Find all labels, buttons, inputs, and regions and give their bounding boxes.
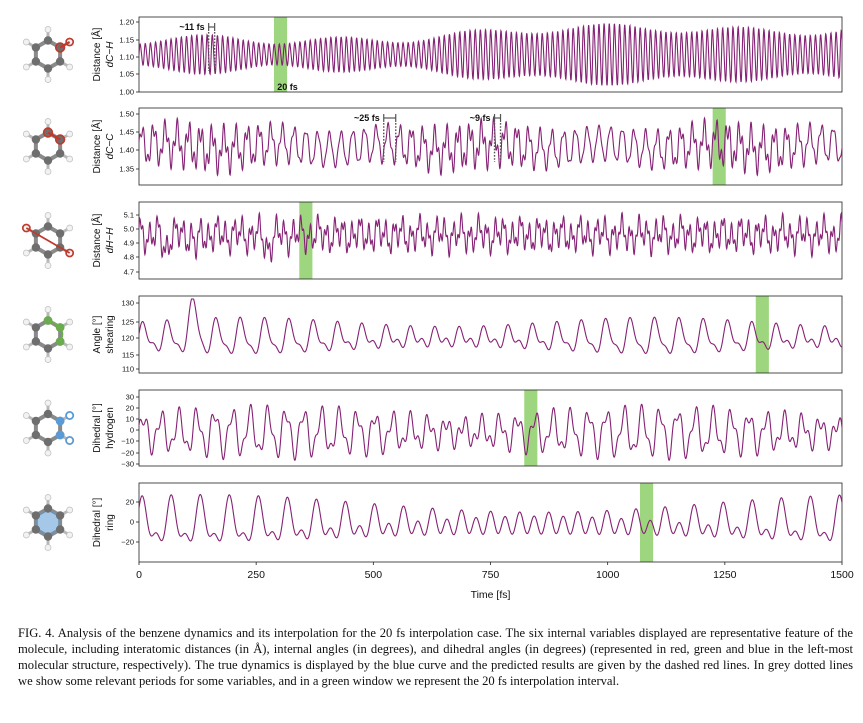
y-tick-label: 5.1 bbox=[124, 211, 134, 220]
y-axis-label: Distance [Å] bbox=[90, 27, 103, 81]
y-tick-label: 0 bbox=[130, 426, 134, 435]
panel-dch: 1.20 1.15 1.10 1.05 1.00 Distance [Å] dC−H ~11 … bbox=[90, 16, 843, 97]
interpolation-window bbox=[299, 202, 313, 279]
y-tick-label: 5.0 bbox=[124, 225, 134, 234]
panel-frame bbox=[138, 201, 843, 280]
y-tick-label: 1.05 bbox=[119, 70, 134, 79]
y-tick-label: 1.40 bbox=[119, 146, 134, 155]
y-tick-label: −20 bbox=[121, 538, 134, 547]
y-tick-label: 1.45 bbox=[119, 128, 134, 137]
y-tick-label: 1.35 bbox=[119, 165, 134, 174]
x-axis-label: Time [fs] bbox=[471, 589, 511, 601]
panel-frame bbox=[138, 389, 843, 467]
y-tick-label: −20 bbox=[121, 449, 134, 458]
dihedral-h-icon bbox=[22, 399, 75, 457]
window-width-label: 20 fs bbox=[277, 82, 298, 92]
x-tick-label: 1250 bbox=[713, 569, 737, 581]
y-tick-label: 20 bbox=[126, 404, 134, 413]
prediction-curve bbox=[138, 116, 843, 176]
ch-bond-icon bbox=[22, 26, 75, 83]
y-tick-label: 110 bbox=[122, 365, 134, 374]
prediction-curve bbox=[138, 23, 843, 86]
y-axis-label: Dihedral [°] bbox=[92, 403, 103, 453]
variable-label: shearing bbox=[105, 315, 116, 353]
prediction-curve bbox=[138, 494, 843, 542]
x-tick-label: 1500 bbox=[830, 569, 854, 581]
panel-frame bbox=[138, 482, 843, 563]
y-tick-label: −30 bbox=[121, 460, 134, 469]
figure-caption: FIG. 4. Analysis of the benzene dynamics… bbox=[18, 626, 853, 689]
panel-dihh: 30 20 10 0 −10 −20 −30 Dihedral [°] hydrogen bbox=[92, 389, 843, 469]
dynamics-curve bbox=[138, 115, 843, 177]
time-axis: 0 250 500 750 1000 1250 1500 Time [fs] bbox=[136, 562, 854, 601]
x-tick-label: 500 bbox=[365, 569, 383, 581]
y-axis-label: Distance [Å] bbox=[90, 213, 103, 267]
prediction-curve bbox=[138, 298, 843, 354]
variable-label: ring bbox=[105, 514, 116, 531]
y-tick-label: 115 bbox=[122, 351, 134, 360]
y-tick-label: 130 bbox=[121, 299, 134, 308]
angle-icon bbox=[22, 306, 74, 363]
x-tick-label: 0 bbox=[136, 569, 142, 581]
y-axis-label: Angle [°] bbox=[92, 315, 103, 353]
dihedral-ring-icon bbox=[22, 494, 74, 551]
period-label: ~25 fs bbox=[354, 113, 380, 123]
variable-label: dC−C bbox=[105, 133, 116, 160]
hh-distance-icon bbox=[21, 212, 75, 269]
y-tick-label: 4.8 bbox=[124, 253, 134, 262]
dynamics-curve bbox=[138, 403, 843, 462]
variable-label: hydrogen bbox=[105, 407, 116, 449]
y-tick-label: −10 bbox=[121, 437, 134, 446]
x-tick-label: 750 bbox=[482, 569, 500, 581]
interpolation-window bbox=[640, 483, 654, 562]
panel-shear: 130 125 120 115 110 Angle [°] shearing bbox=[92, 295, 843, 374]
prediction-curve bbox=[138, 404, 843, 461]
y-tick-label: 1.20 bbox=[119, 18, 134, 27]
y-tick-label: 4.7 bbox=[124, 268, 134, 277]
y-axis-label: Dihedral [°] bbox=[92, 497, 103, 547]
panel-frame bbox=[138, 295, 843, 374]
panel-dcc: 1.50 1.45 1.40 1.35 Distance [Å] dC−C ~25 fs ~9… bbox=[90, 107, 843, 186]
y-tick-label: 30 bbox=[126, 393, 134, 402]
y-tick-label: 20 bbox=[126, 498, 134, 507]
y-tick-label: 125 bbox=[121, 318, 134, 327]
dynamics-curve bbox=[138, 298, 843, 354]
y-tick-label: 1.15 bbox=[119, 36, 134, 45]
interpolation-window bbox=[755, 296, 769, 373]
y-tick-label: 10 bbox=[126, 415, 134, 424]
y-tick-label: 120 bbox=[121, 334, 134, 343]
y-tick-label: 0 bbox=[130, 518, 134, 527]
y-tick-label: 1.00 bbox=[119, 88, 134, 97]
panel-dhh: 5.1 5.0 4.9 4.8 4.7 Distance [Å] dH−H bbox=[90, 201, 843, 280]
period-label: ~9 fs bbox=[470, 113, 491, 123]
y-axis-label: Distance [Å] bbox=[90, 119, 103, 173]
y-tick-label: 1.10 bbox=[119, 53, 134, 62]
prediction-curve bbox=[138, 212, 843, 263]
variable-label: dH−H bbox=[105, 227, 116, 254]
cc-bond-icon bbox=[22, 118, 74, 175]
x-tick-label: 250 bbox=[247, 569, 265, 581]
y-tick-label: 1.50 bbox=[119, 110, 134, 119]
variable-label: dC−H bbox=[105, 41, 116, 68]
panel-dihr: 20 0 −20 Dihedral [°] ring bbox=[92, 482, 843, 563]
x-tick-label: 1000 bbox=[596, 569, 620, 581]
y-tick-label: 4.9 bbox=[124, 239, 134, 248]
period-label: ~11 fs bbox=[179, 22, 204, 32]
dynamics-curve bbox=[138, 211, 843, 263]
panel-frame bbox=[138, 107, 843, 186]
